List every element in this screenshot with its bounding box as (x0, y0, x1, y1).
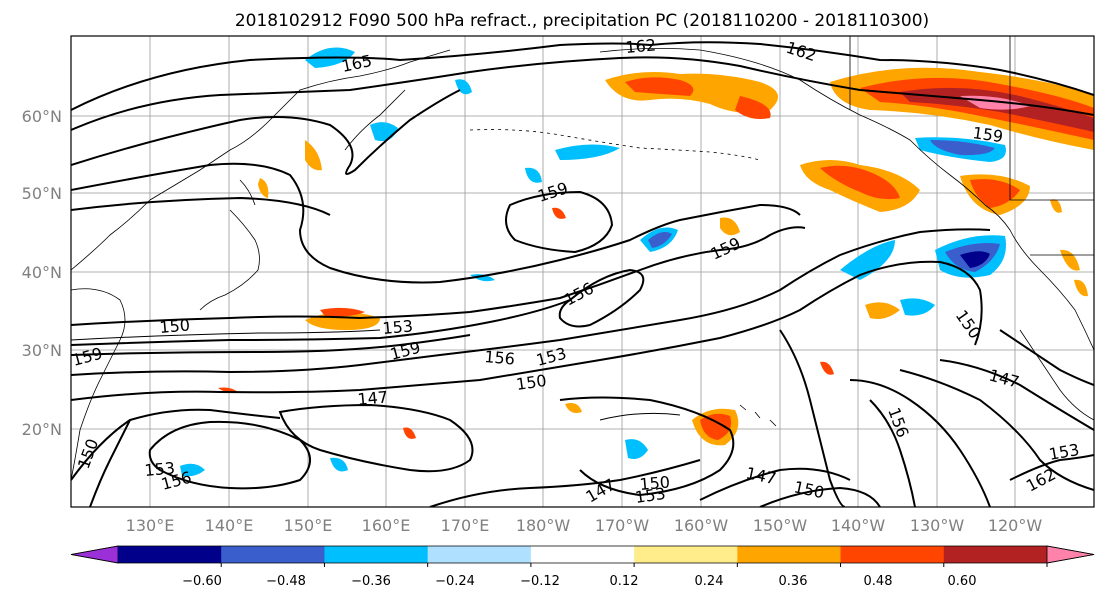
contour-label: 153 (634, 484, 667, 507)
colorbar-segment (118, 546, 222, 563)
precipitation-anomaly-fills (180, 47, 1094, 477)
refractivity-contours (71, 41, 1094, 507)
colorbar (70, 545, 1095, 567)
colorbar-tick-label: −0.36 (351, 574, 391, 589)
lat-label: 20°N (22, 420, 62, 439)
map-frame (70, 35, 1095, 508)
contour-label: 159 (971, 123, 1004, 146)
lon-label: 130°E (126, 516, 175, 535)
lon-label: 170°E (441, 516, 490, 535)
colorbar-tick-label: −0.12 (520, 574, 560, 589)
lat-label: 30°N (22, 341, 62, 360)
contour-label: 153 (382, 316, 414, 338)
lon-label: 160°W (674, 516, 729, 535)
lon-label: 120°W (988, 516, 1043, 535)
map-title: 2018102912 F090 500 hPa refract., precip… (235, 11, 929, 31)
colorbar-segment (943, 546, 1048, 563)
colorbar-ticks: −0.60 −0.48 −0.36 −0.24 −0.12 0.12 0.24 … (182, 574, 976, 589)
map-area (71, 36, 1094, 507)
colorbar-segment (530, 546, 635, 563)
lat-label: 40°N (22, 263, 62, 282)
lon-label: 150°W (753, 516, 808, 535)
lon-label: 170°W (595, 516, 650, 535)
lon-label: 140°W (831, 516, 886, 535)
lon-label: 150°E (284, 516, 333, 535)
contour-label: 147 (357, 387, 389, 409)
lon-label: 130°W (910, 516, 965, 535)
lon-label: 160°E (362, 516, 411, 535)
colorbar-segment (427, 546, 532, 563)
colorbar-tick-label: 0.24 (695, 574, 724, 589)
colorbar-segment (324, 546, 429, 563)
latitude-labels: 60°N 50°N 40°N 30°N 20°N (22, 107, 62, 439)
colorbar-tick-label: 0.12 (610, 574, 639, 589)
colorbar-tick-label: 0.60 (948, 574, 977, 589)
lat-label: 50°N (22, 184, 62, 203)
colorbar-tick-label: 0.48 (864, 574, 893, 589)
lat-label: 60°N (22, 107, 62, 126)
colorbar-segment (221, 546, 325, 563)
colorbar-segment (634, 546, 738, 563)
contour-label: 150 (515, 371, 548, 394)
colorbar-segment (1046, 545, 1095, 564)
colorbar-outline (70, 545, 1095, 564)
colorbar-segment (840, 546, 945, 563)
contour-label: 153 (144, 458, 176, 480)
lon-label: 140°E (205, 516, 254, 535)
longitude-labels: 130°E 140°E 150°E 160°E 170°E 180°W 170°… (126, 516, 1043, 535)
colorbar-segment (737, 546, 842, 563)
colorbar-tick-label: −0.24 (435, 574, 475, 589)
contours-thin (71, 329, 681, 421)
contour-label: 150 (159, 315, 191, 337)
colorbar-tick-label: 0.36 (779, 574, 808, 589)
contour-label: 156 (484, 347, 516, 369)
contour-label: 150 (639, 472, 671, 494)
coastlines (71, 36, 1094, 481)
colorbar-segment (70, 545, 119, 564)
contour-label: 162 (625, 35, 657, 57)
lon-label: 180°W (516, 516, 571, 535)
colorbar-tick-label: −0.60 (182, 574, 222, 589)
colorbar-tick-label: −0.48 (266, 574, 306, 589)
